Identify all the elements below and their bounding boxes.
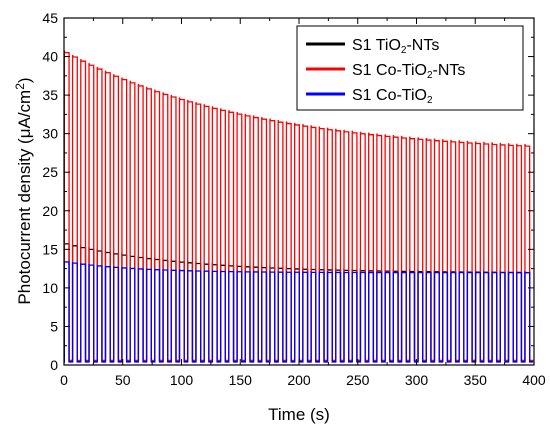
x-tick-label: 150 (229, 372, 253, 388)
y-axis-ticks: 0 5 10 15 20 25 30 35 40 45 (42, 10, 534, 373)
y-axis-label: Photocurrent density (μA/cm2) (13, 77, 34, 304)
legend-label-tio2-nts: S1 TiO2-NTs (352, 37, 439, 56)
y-tick-label: 0 (50, 357, 58, 373)
x-tick-label: 100 (170, 372, 194, 388)
plot-series (63, 50, 534, 363)
x-tick-label: 50 (115, 372, 131, 388)
y-tick-label: 5 (50, 318, 58, 334)
series-line-1 (63, 50, 534, 362)
series-line-2 (63, 260, 534, 363)
x-tick-label: 200 (287, 372, 311, 388)
y-tick-label: 40 (42, 49, 58, 65)
legend: S1 TiO2-NTs S1 Co-TiO2-NTs S1 Co-TiO2 (296, 25, 524, 111)
y-tick-label: 45 (42, 10, 58, 26)
x-tick-label: 350 (464, 372, 488, 388)
x-tick-label: 250 (346, 372, 370, 388)
x-tick-label: 400 (522, 372, 546, 388)
x-tick-label: 0 (60, 372, 68, 388)
legend-label-co-tio2: S1 Co-TiO2 (352, 87, 433, 106)
y-tick-label: 10 (42, 280, 58, 296)
y-tick-label: 15 (42, 241, 58, 257)
y-tick-label: 30 (42, 126, 58, 142)
x-axis-ticks: 0 50 100 150 200 250 300 350 400 (60, 18, 546, 388)
y-tick-label: 25 (42, 164, 58, 180)
y-tick-label: 35 (42, 87, 58, 103)
y-tick-label: 20 (42, 203, 58, 219)
x-axis-label: Time (s) (268, 405, 330, 424)
x-tick-label: 300 (405, 372, 429, 388)
legend-label-co-tio2-nts: S1 Co-TiO2-NTs (352, 62, 465, 81)
